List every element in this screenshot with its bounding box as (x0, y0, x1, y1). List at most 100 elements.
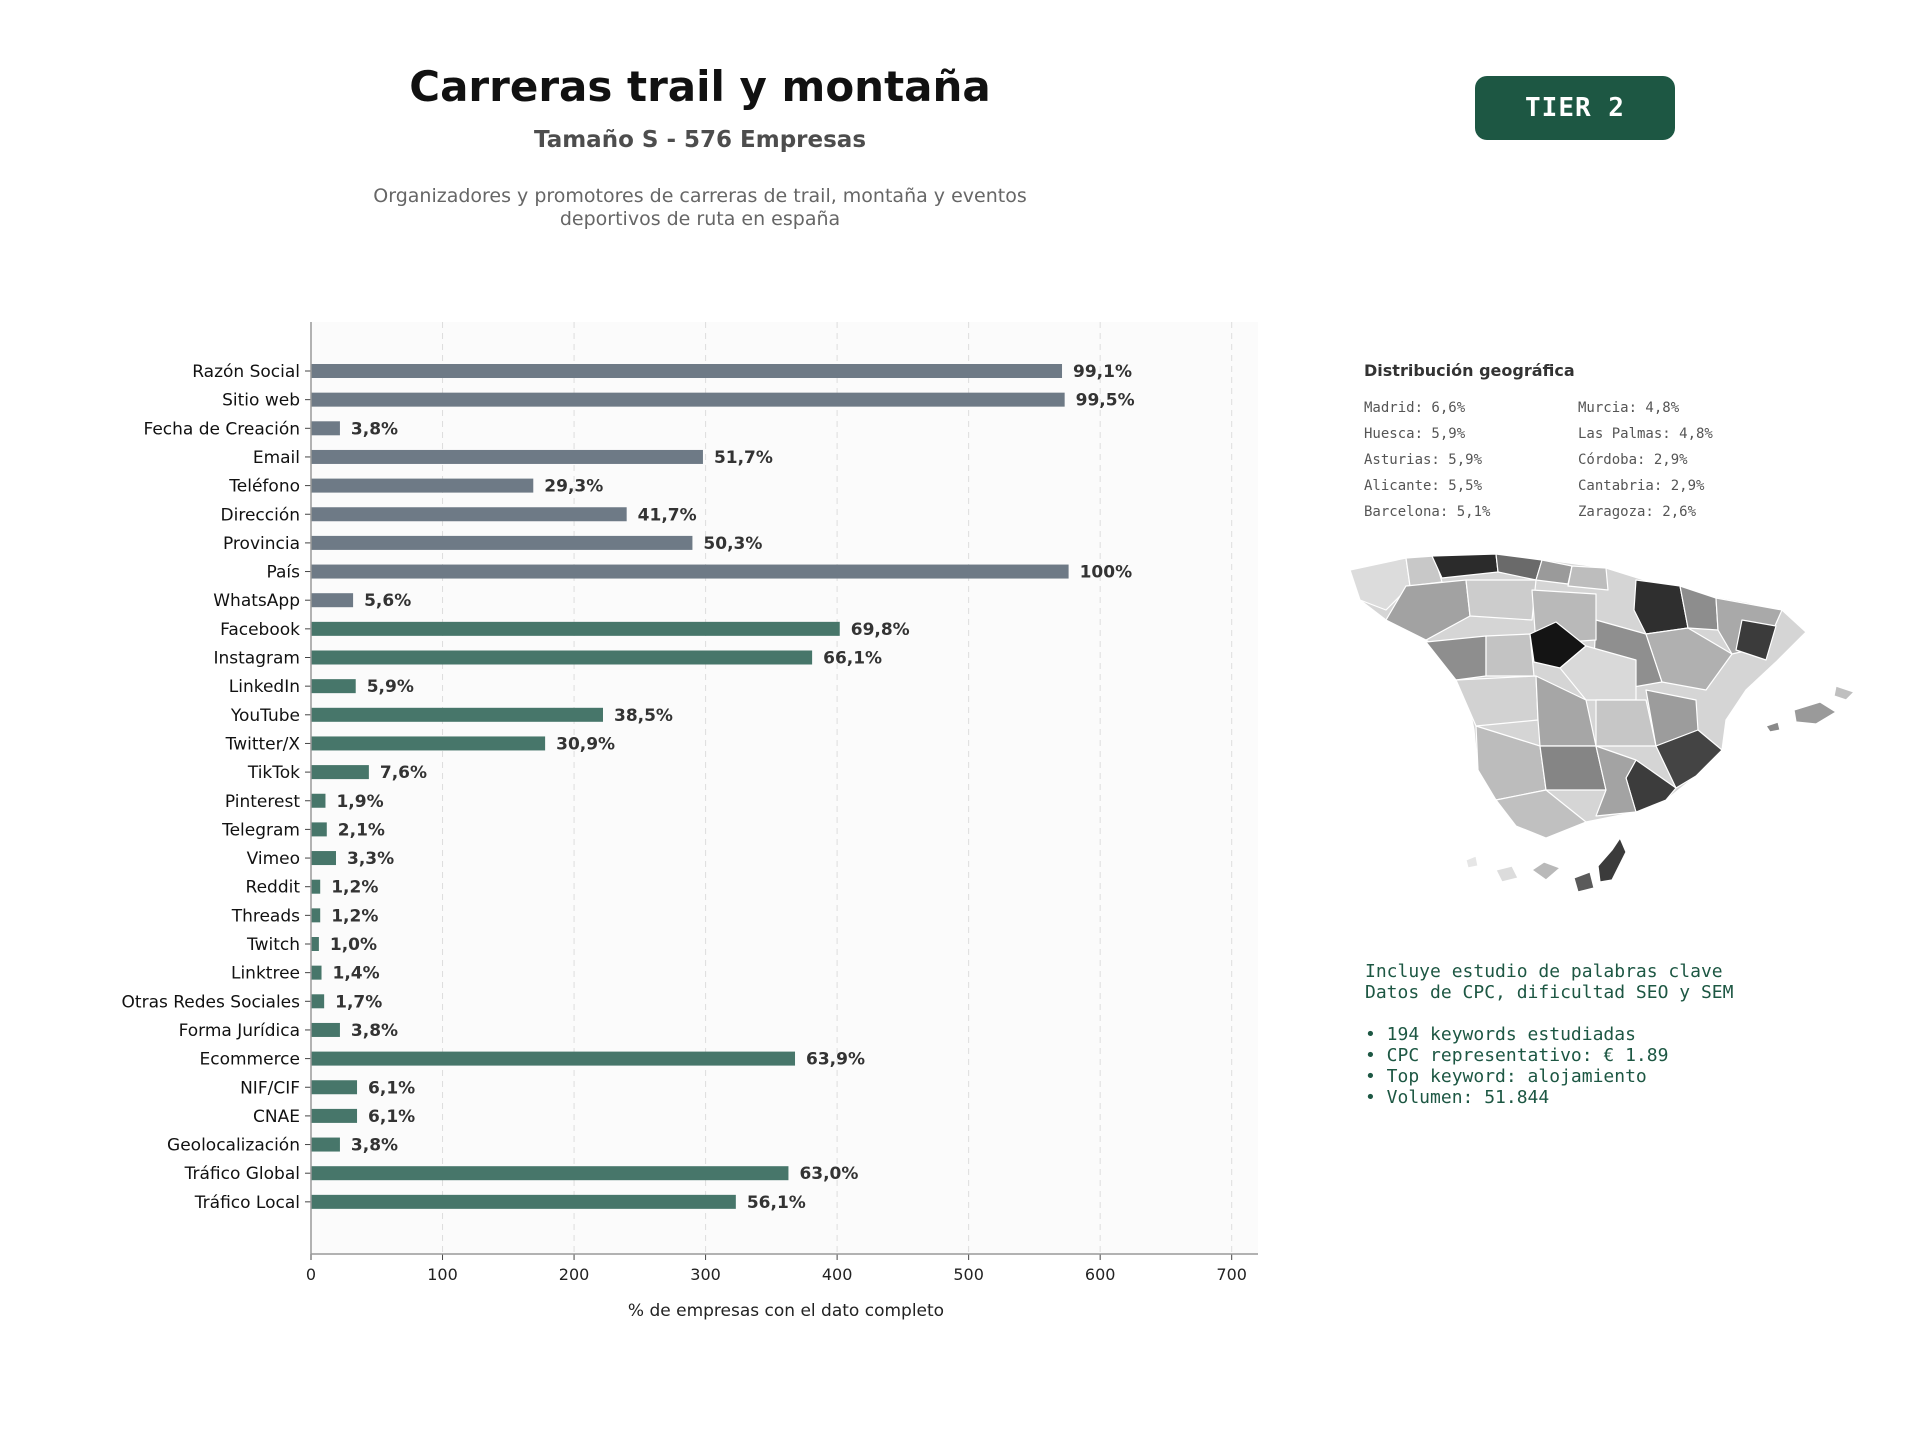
category-label: País (267, 563, 301, 583)
data-label: 5,6% (364, 591, 411, 611)
bar (311, 1194, 736, 1209)
description-line: Organizadores y promotores de carreras d… (373, 185, 1027, 207)
bar (311, 650, 813, 665)
category-label: Pinterest (225, 792, 300, 812)
bar (311, 535, 693, 550)
x-tick-label: 0 (306, 1265, 316, 1284)
data-label: 6,1% (368, 1078, 415, 1098)
category-label: Facebook (220, 620, 300, 640)
data-label: 30,9% (556, 734, 615, 754)
data-label: 3,3% (347, 849, 394, 869)
category-label: Threads (231, 906, 300, 926)
data-label: 99,1% (1073, 362, 1132, 382)
data-label: 1,2% (331, 878, 378, 898)
bar (311, 736, 546, 751)
bar (311, 593, 354, 608)
category-label: Razón Social (192, 362, 300, 382)
data-label: 99,5% (1076, 391, 1135, 411)
bar (311, 965, 322, 980)
category-label: Twitter/X (225, 734, 301, 754)
bar (311, 478, 534, 493)
bar (311, 621, 840, 636)
keywords-box: Incluye estudio de palabras clave Datos … (1365, 961, 1733, 1108)
geo-item: Zaragoza: 2,6% (1578, 504, 1697, 520)
keywords-bullet: • Top keyword: alojamiento (1365, 1066, 1647, 1087)
bar (311, 564, 1069, 579)
page-title: Carreras trail y montaña (409, 62, 991, 111)
x-tick-label: 400 (822, 1265, 853, 1284)
geo-item: Las Palmas: 4,8% (1578, 426, 1713, 442)
category-label: TikTok (247, 763, 300, 783)
data-label: 2,1% (338, 820, 385, 840)
category-label: Fecha de Creación (143, 419, 300, 439)
data-label: 5,9% (367, 677, 414, 697)
x-tick-label: 300 (690, 1265, 721, 1284)
data-label: 66,1% (823, 649, 882, 669)
data-label: 3,8% (351, 1136, 398, 1156)
category-label: Email (253, 448, 300, 468)
data-label: 1,4% (333, 964, 380, 984)
category-label: Reddit (246, 878, 301, 898)
category-label: Linktree (231, 964, 300, 984)
x-tick-label: 200 (559, 1265, 590, 1284)
category-label: Teléfono (228, 477, 300, 497)
category-label: NIF/CIF (240, 1078, 300, 1098)
category-label: Forma Jurídica (179, 1021, 300, 1041)
category-label: WhatsApp (213, 591, 300, 611)
bar (311, 1137, 340, 1152)
x-tick-label: 700 (1216, 1265, 1247, 1284)
geo-item: Madrid: 6,6% (1364, 400, 1466, 416)
data-label: 63,9% (806, 1050, 865, 1070)
description-line: deportivos de ruta en españa (559, 208, 841, 230)
bar (311, 1108, 358, 1123)
data-label: 56,1% (747, 1193, 806, 1213)
bar (311, 1051, 796, 1066)
bar (311, 392, 1065, 407)
geo-item: Huesca: 5,9% (1364, 426, 1466, 442)
bar (311, 1080, 358, 1095)
spain-map-image (1349, 553, 1855, 893)
category-label: Tráfico Global (184, 1164, 300, 1184)
category-label: Tráfico Local (194, 1193, 300, 1213)
bar (311, 793, 326, 808)
bar (311, 879, 321, 894)
category-label: Twitch (246, 935, 300, 955)
data-label: 1,2% (331, 906, 378, 926)
data-label: 6,1% (368, 1107, 415, 1127)
category-label: Dirección (221, 505, 300, 525)
geo-item: Barcelona: 5,1% (1364, 504, 1491, 520)
x-axis-label: % de empresas con el dato completo (628, 1301, 944, 1321)
geo-list: Madrid: 6,6% Murcia: 4,8% Huesca: 5,9% Las … (1364, 398, 1784, 522)
data-label: 50,3% (703, 534, 762, 554)
geo-item: Alicante: 5,5% (1364, 478, 1483, 494)
data-label: 1,9% (336, 792, 383, 812)
data-label: 29,3% (544, 477, 603, 497)
keywords-line: Incluye estudio de palabras clave (1365, 961, 1723, 982)
category-label: Telegram (221, 820, 300, 840)
data-label: 3,8% (351, 419, 398, 439)
bar (311, 908, 321, 923)
category-label: Sitio web (222, 391, 300, 411)
bar (311, 822, 327, 837)
page-subtitle: Tamaño S - 576 Empresas (533, 127, 867, 153)
data-label: 100% (1080, 563, 1133, 583)
keywords-bullet: • CPC representativo: € 1.89 (1365, 1045, 1669, 1066)
category-label: Geolocalización (167, 1136, 300, 1156)
data-label: 41,7% (638, 505, 697, 525)
category-label: Instagram (214, 649, 301, 669)
page-description: Organizadores y promotores de carreras d… (300, 185, 1100, 231)
category-label: Otras Redes Sociales (122, 992, 301, 1012)
x-tick-label: 500 (953, 1265, 984, 1284)
keywords-bullet: • Volumen: 51.844 (1365, 1087, 1550, 1108)
bar (311, 851, 336, 866)
geo-item: Cantabria: 2,9% (1578, 478, 1705, 494)
geo-item: Murcia: 4,8% (1578, 400, 1680, 416)
bar (311, 1022, 340, 1037)
data-label: 38,5% (614, 706, 673, 726)
data-label: 69,8% (851, 620, 910, 640)
bar (311, 449, 703, 464)
category-label: Provincia (223, 534, 300, 554)
data-label: 51,7% (714, 448, 773, 468)
data-label: 1,7% (335, 992, 382, 1012)
